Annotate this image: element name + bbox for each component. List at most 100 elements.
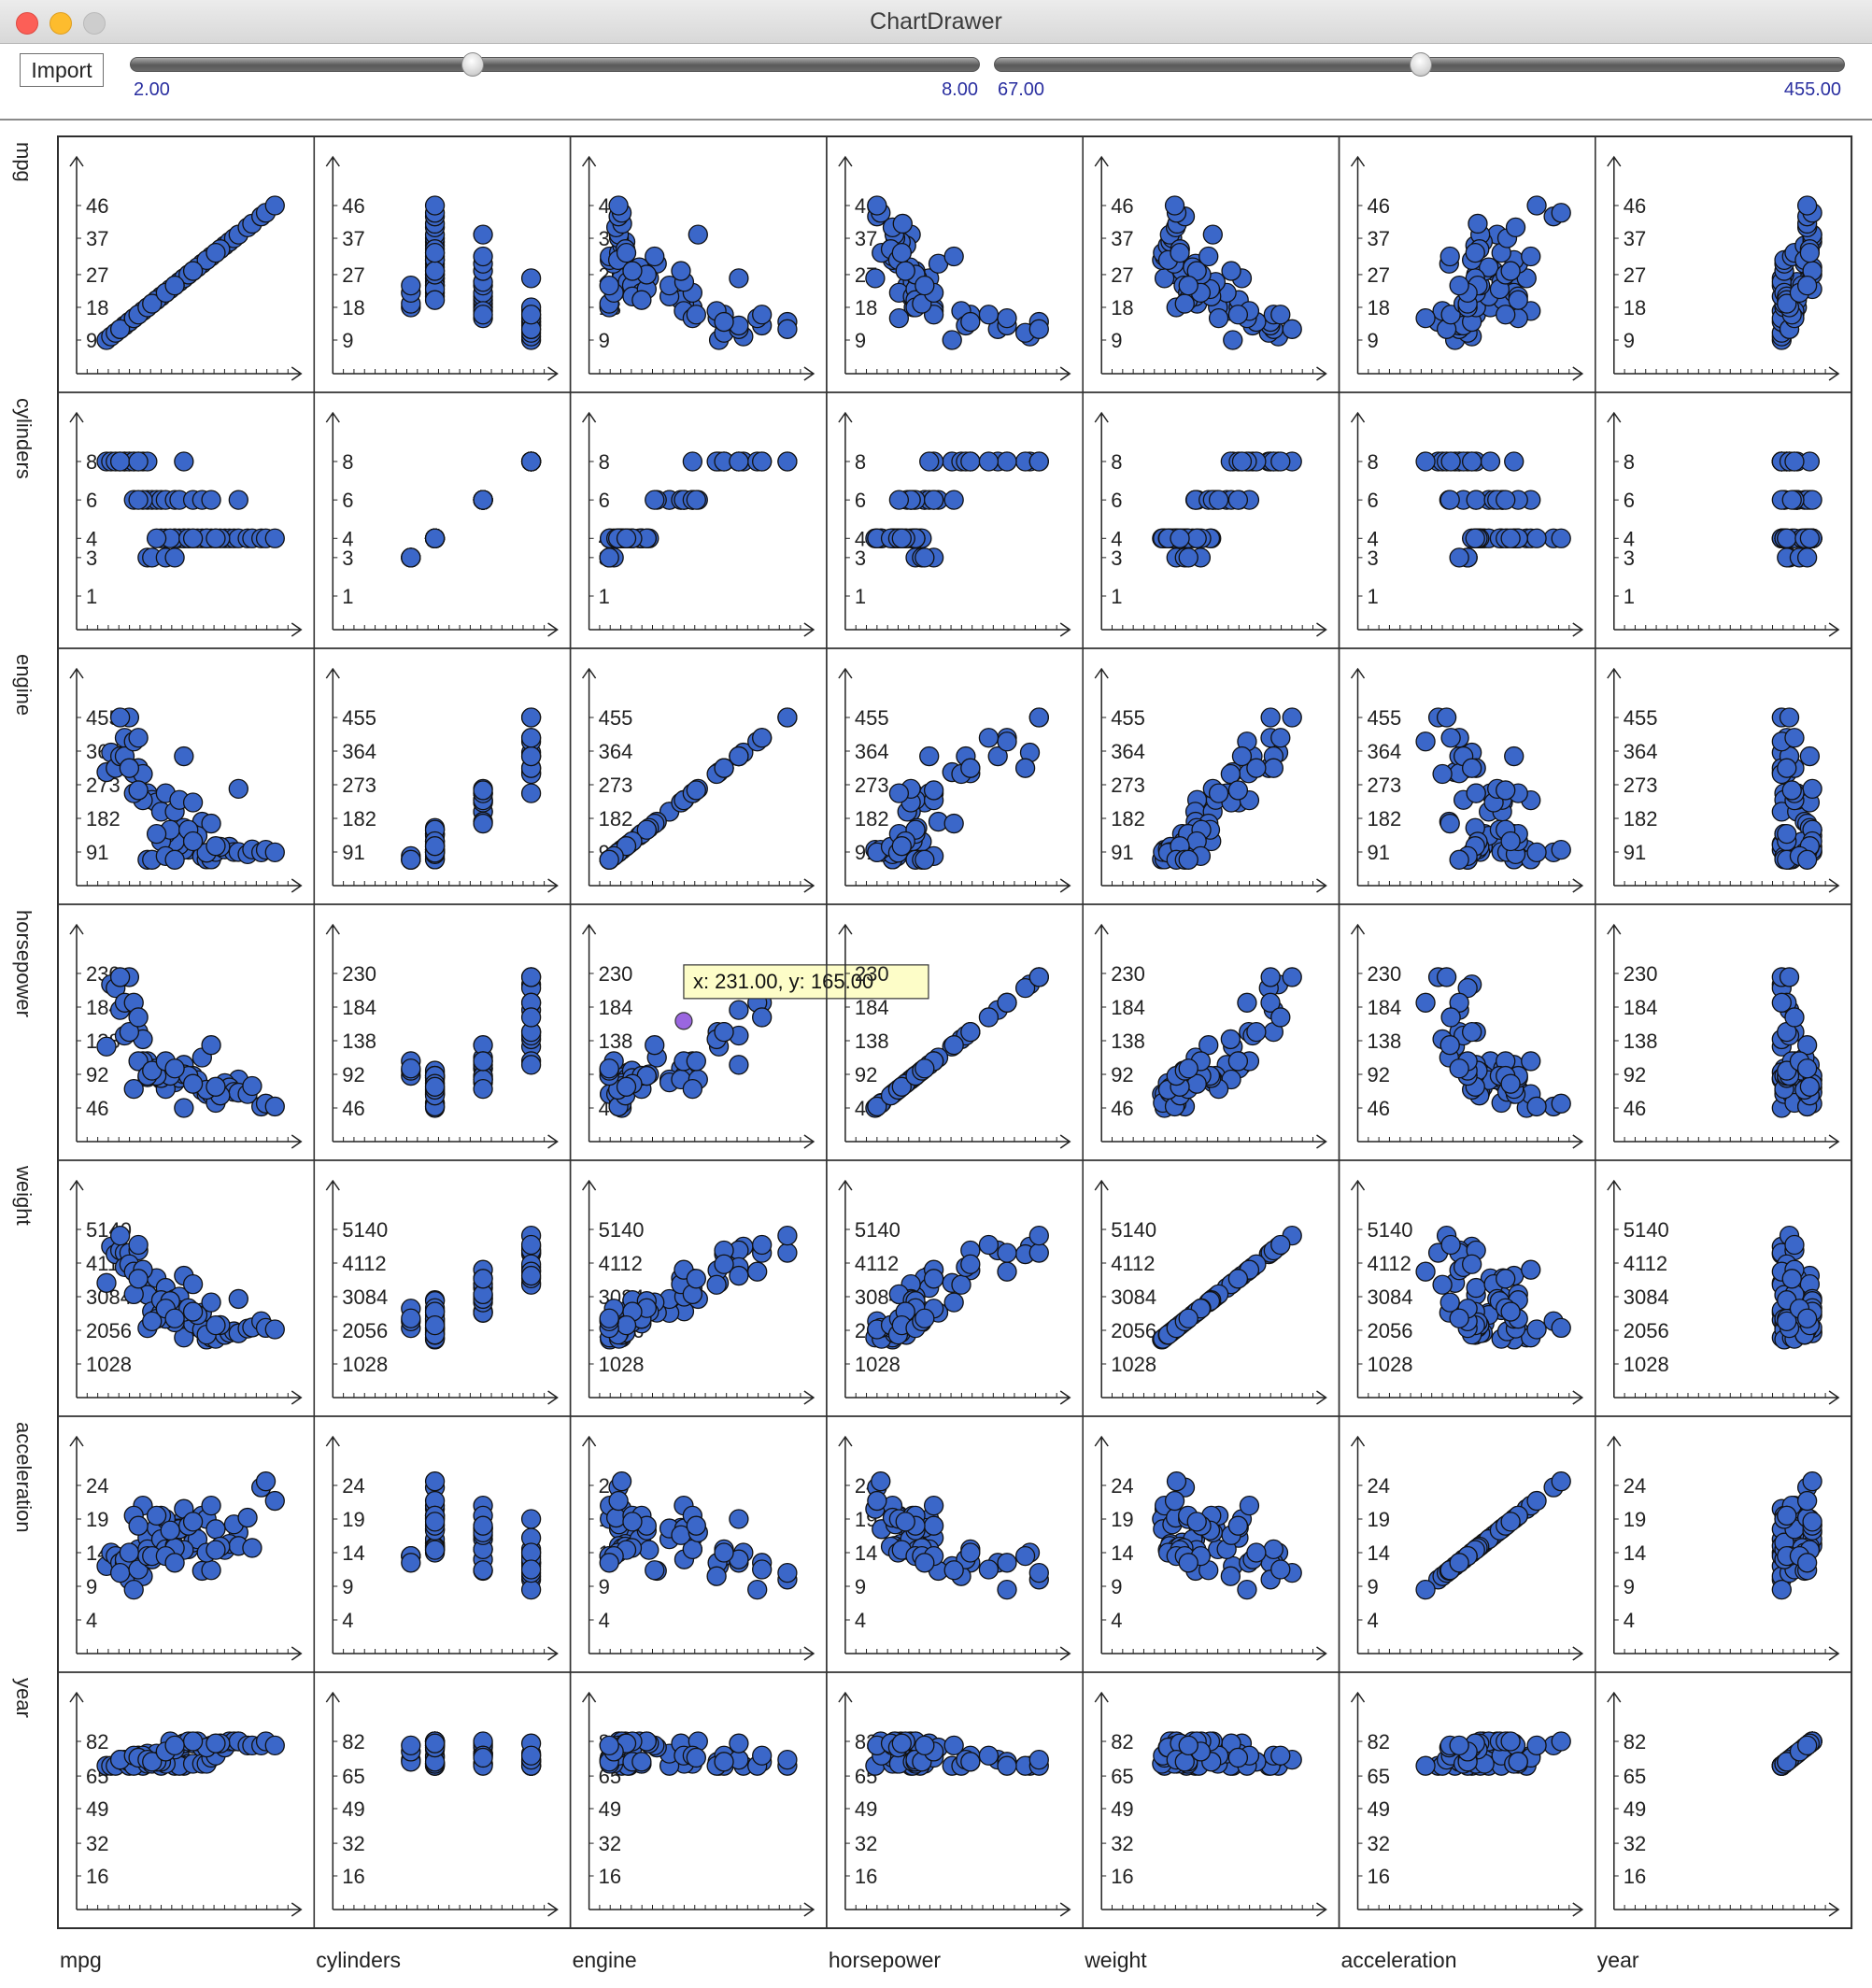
y-tick-label: 455 bbox=[855, 706, 889, 730]
y-tick-label: 6 bbox=[342, 489, 353, 512]
data-point bbox=[1415, 307, 1436, 329]
y-tick-label: 14 bbox=[342, 1541, 364, 1565]
data-point bbox=[520, 1559, 542, 1580]
y-tick-label: 27 bbox=[1624, 263, 1646, 287]
y-tick-label: 364 bbox=[1368, 740, 1402, 763]
data-point bbox=[1784, 1007, 1805, 1028]
data-point bbox=[599, 849, 619, 870]
data-point bbox=[109, 707, 131, 728]
data-point bbox=[599, 1553, 619, 1573]
data-point bbox=[1164, 195, 1185, 216]
data-point bbox=[96, 1272, 117, 1293]
x-axis-arrow bbox=[1828, 366, 1840, 381]
data-point bbox=[923, 780, 944, 801]
minimize-window-button[interactable] bbox=[50, 12, 72, 35]
data-point bbox=[473, 1560, 493, 1581]
zoom-window-button[interactable] bbox=[83, 12, 106, 35]
data-point bbox=[599, 1735, 619, 1756]
y-tick-label: 4 bbox=[1624, 1609, 1635, 1632]
x-axis-arrow bbox=[547, 878, 559, 893]
y-tick-label: 46 bbox=[1624, 1097, 1646, 1120]
data-point bbox=[997, 992, 1017, 1013]
data-point bbox=[777, 1242, 798, 1263]
y-tick-label: 4 bbox=[1368, 1609, 1379, 1632]
data-point bbox=[1799, 242, 1821, 263]
slider-thumb[interactable] bbox=[461, 52, 485, 77]
data-point bbox=[960, 1254, 981, 1274]
data-point bbox=[128, 451, 149, 472]
y-tick-label: 364 bbox=[1111, 740, 1145, 763]
y-axis-arrow bbox=[1350, 411, 1366, 423]
close-window-button[interactable] bbox=[16, 12, 38, 35]
data-point bbox=[146, 823, 167, 845]
y-tick-label: 6 bbox=[86, 489, 97, 512]
data-point bbox=[1796, 1308, 1818, 1328]
y-tick-label: 92 bbox=[1624, 1063, 1646, 1086]
data-point bbox=[752, 305, 773, 325]
y-tick-label: 8 bbox=[86, 450, 97, 474]
y-tick-label: 3 bbox=[342, 547, 353, 570]
data-point bbox=[109, 967, 131, 987]
slider-thumb[interactable] bbox=[1409, 52, 1432, 77]
data-point bbox=[616, 1076, 637, 1097]
data-point bbox=[645, 1560, 665, 1581]
data-point bbox=[206, 528, 226, 548]
cell-frame bbox=[826, 391, 1084, 649]
y-tick-label: 6 bbox=[1111, 489, 1122, 512]
data-point bbox=[424, 1540, 446, 1560]
data-point bbox=[1500, 528, 1521, 548]
data-point bbox=[473, 780, 493, 801]
cell-frame bbox=[1595, 391, 1852, 649]
data-point bbox=[871, 1471, 891, 1492]
data-point bbox=[978, 451, 1000, 472]
data-point bbox=[520, 305, 542, 325]
x-axis-arrow bbox=[291, 622, 303, 637]
y-tick-label: 5140 bbox=[342, 1218, 388, 1242]
data-point bbox=[960, 1752, 981, 1772]
y-tick-label: 3084 bbox=[342, 1285, 388, 1309]
data-point bbox=[639, 1540, 659, 1560]
data-point bbox=[631, 290, 652, 310]
y-tick-label: 65 bbox=[1368, 1765, 1390, 1788]
data-point bbox=[228, 778, 248, 800]
y-tick-label: 32 bbox=[1111, 1832, 1133, 1855]
data-point bbox=[264, 1735, 285, 1756]
data-point bbox=[1220, 1566, 1241, 1586]
data-point bbox=[1237, 992, 1257, 1013]
column-label-acceleration: acceleration bbox=[1341, 1948, 1457, 1972]
y-tick-label: 8 bbox=[342, 450, 353, 474]
cylinders-range-slider[interactable] bbox=[130, 52, 980, 77]
data-point bbox=[714, 1542, 734, 1563]
y-tick-label: 49 bbox=[855, 1797, 877, 1821]
data-point bbox=[777, 1749, 798, 1770]
x-axis-arrow bbox=[1316, 366, 1327, 381]
data-point bbox=[1260, 707, 1281, 728]
y-tick-label: 182 bbox=[86, 807, 121, 831]
y-tick-label: 82 bbox=[1111, 1730, 1133, 1754]
data-point bbox=[1239, 1495, 1260, 1516]
y-tick-label: 230 bbox=[1368, 962, 1402, 986]
data-point bbox=[473, 1747, 493, 1768]
data-point bbox=[1796, 849, 1818, 870]
data-point bbox=[264, 1490, 285, 1512]
data-point bbox=[752, 1745, 773, 1766]
y-tick-label: 46 bbox=[1111, 194, 1133, 218]
data-point bbox=[520, 1265, 542, 1286]
data-point bbox=[943, 1292, 964, 1313]
y-tick-label: 37 bbox=[1368, 227, 1390, 250]
data-point bbox=[1166, 1471, 1187, 1492]
data-point bbox=[671, 261, 691, 281]
data-point bbox=[424, 528, 446, 548]
data-point bbox=[867, 1490, 887, 1512]
y-tick-label: 46 bbox=[342, 1097, 364, 1120]
y-tick-label: 65 bbox=[342, 1765, 364, 1788]
data-point bbox=[1231, 746, 1253, 767]
engine-range-slider[interactable] bbox=[994, 52, 1845, 77]
data-point bbox=[206, 1314, 226, 1336]
data-point bbox=[923, 1495, 944, 1516]
data-point bbox=[520, 783, 542, 803]
x-axis-arrow bbox=[547, 366, 559, 381]
import-button[interactable]: Import bbox=[20, 53, 104, 87]
data-point bbox=[892, 213, 913, 234]
